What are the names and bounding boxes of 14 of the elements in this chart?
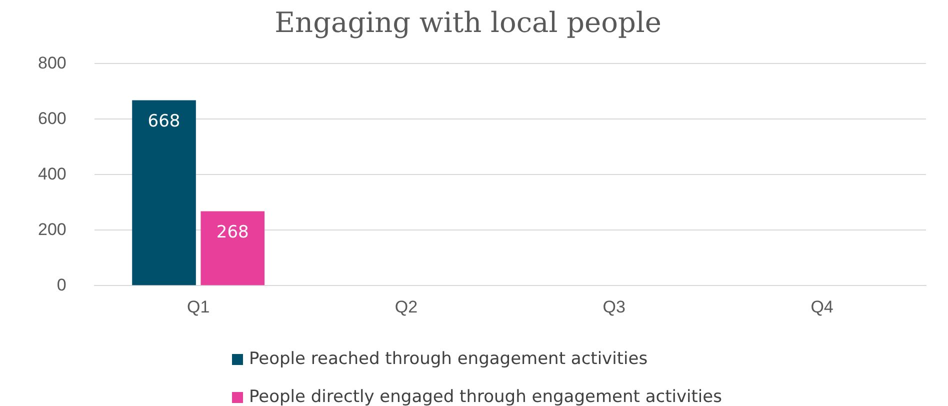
x-tick-label: Q1 (186, 297, 210, 316)
chart-title: Engaging with local people (274, 6, 662, 40)
x-tick-label: Q4 (810, 297, 834, 316)
legend-label: People directly engaged through engagement activities (249, 387, 722, 406)
y-tick-label: 800 (38, 53, 66, 72)
y-tick-label: 200 (38, 220, 66, 239)
x-tick-label: Q2 (394, 297, 418, 316)
x-tick-label: Q3 (602, 297, 626, 316)
legend-label: People reached through engagement activities (249, 349, 648, 369)
data-label: 268 (216, 222, 249, 243)
y-tick-label: 0 (56, 275, 66, 294)
y-tick-label: 400 (38, 164, 66, 184)
y-tick-label: 600 (38, 108, 66, 128)
data-label: 668 (148, 112, 180, 132)
